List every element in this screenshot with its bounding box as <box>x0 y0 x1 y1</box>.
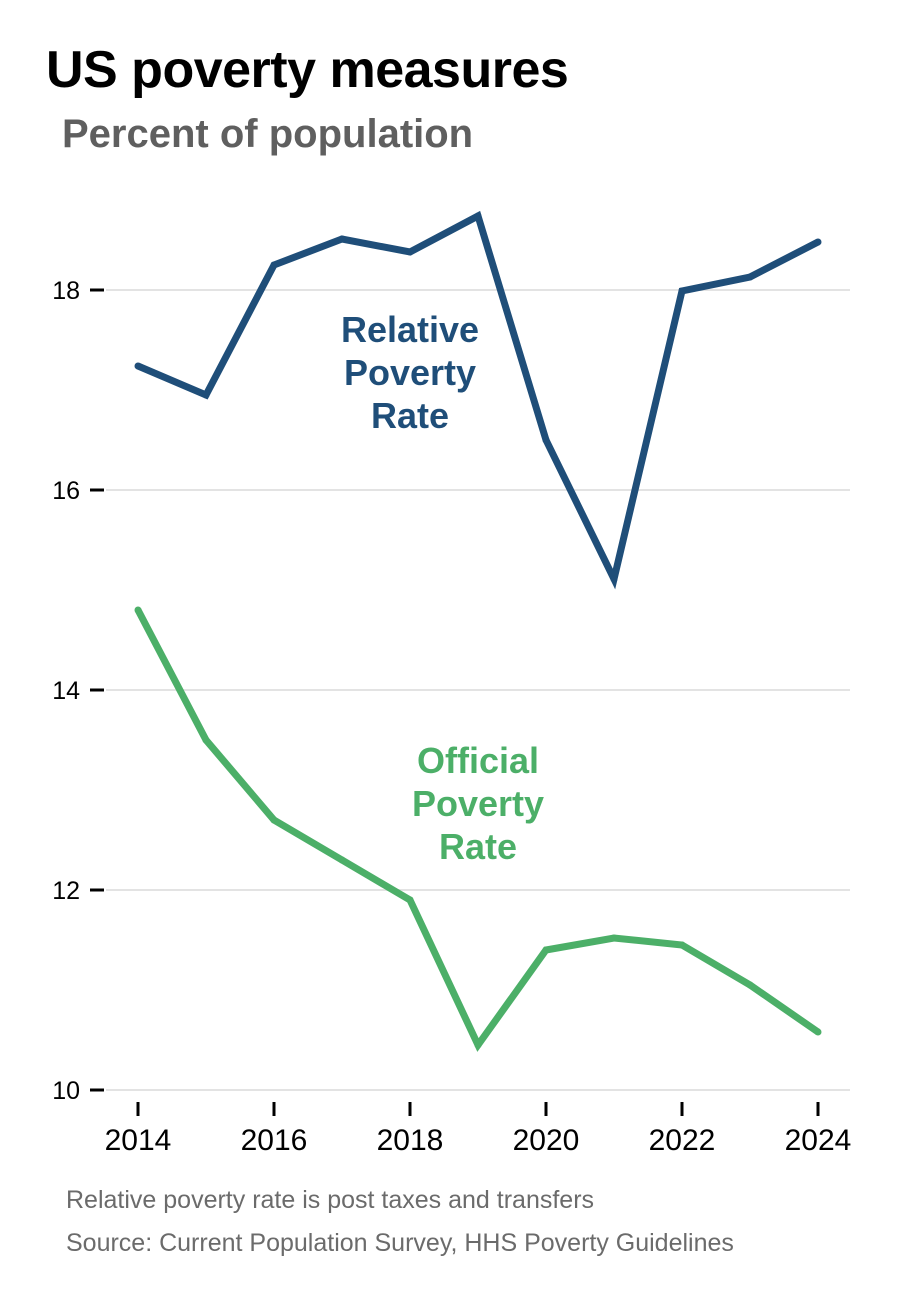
data-point <box>746 273 754 281</box>
data-point <box>270 261 278 269</box>
axes: 10 12 14 16 18 2014 2016 2018 2020 2022 2024 <box>52 277 851 1157</box>
data-point <box>406 248 414 256</box>
data-point <box>134 362 142 370</box>
series-label: Relative Poverty Rate <box>341 309 479 436</box>
chart-title: US poverty measures <box>46 41 569 99</box>
x-tick-label: 2016 <box>241 1124 308 1157</box>
data-point <box>202 391 210 399</box>
x-tick-label: 2024 <box>785 1124 852 1157</box>
data-point <box>406 896 414 904</box>
series-lines <box>134 210 822 1052</box>
y-tick-label: 16 <box>52 477 80 505</box>
series-label-line: Relative <box>341 309 479 350</box>
x-tick-label: 2018 <box>377 1124 444 1157</box>
series-label: Official Poverty Rate <box>412 740 544 867</box>
source-note: Source: Current Population Survey, HHS P… <box>66 1229 734 1257</box>
data-point <box>678 287 686 295</box>
series-label-line: Official <box>417 740 539 781</box>
x-tick-label: 2014 <box>105 1124 172 1157</box>
data-point <box>338 856 346 864</box>
data-point <box>678 941 686 949</box>
data-point <box>202 736 210 744</box>
data-point <box>814 238 822 246</box>
data-point <box>542 946 550 954</box>
y-tick-label: 12 <box>52 877 80 905</box>
data-point <box>542 436 550 444</box>
series-line-relative <box>136 210 820 590</box>
data-point <box>474 212 482 220</box>
y-tick-label: 10 <box>52 1077 80 1105</box>
footnote: Relative poverty rate is post taxes and … <box>66 1186 595 1214</box>
data-point <box>610 575 618 583</box>
gridlines <box>106 289 850 1091</box>
y-tick-label: 18 <box>52 277 80 305</box>
series-label-line: Rate <box>371 395 449 436</box>
data-point <box>338 235 346 243</box>
line-chart: 10 12 14 16 18 2014 2016 2018 2020 2022 2024 Relat… <box>52 210 851 1157</box>
x-tick-label: 2020 <box>513 1124 580 1157</box>
y-tick-label: 14 <box>52 677 80 705</box>
data-point <box>270 816 278 824</box>
data-point <box>474 1041 482 1049</box>
data-point <box>814 1028 822 1036</box>
series-label-line: Poverty <box>412 783 544 824</box>
data-point <box>134 606 142 614</box>
series-label-line: Rate <box>439 826 517 867</box>
x-tick-label: 2022 <box>649 1124 716 1157</box>
chart-subtitle: Percent of population <box>62 112 474 156</box>
series-label-line: Poverty <box>344 352 476 393</box>
data-point <box>610 934 618 942</box>
data-point <box>746 981 754 989</box>
